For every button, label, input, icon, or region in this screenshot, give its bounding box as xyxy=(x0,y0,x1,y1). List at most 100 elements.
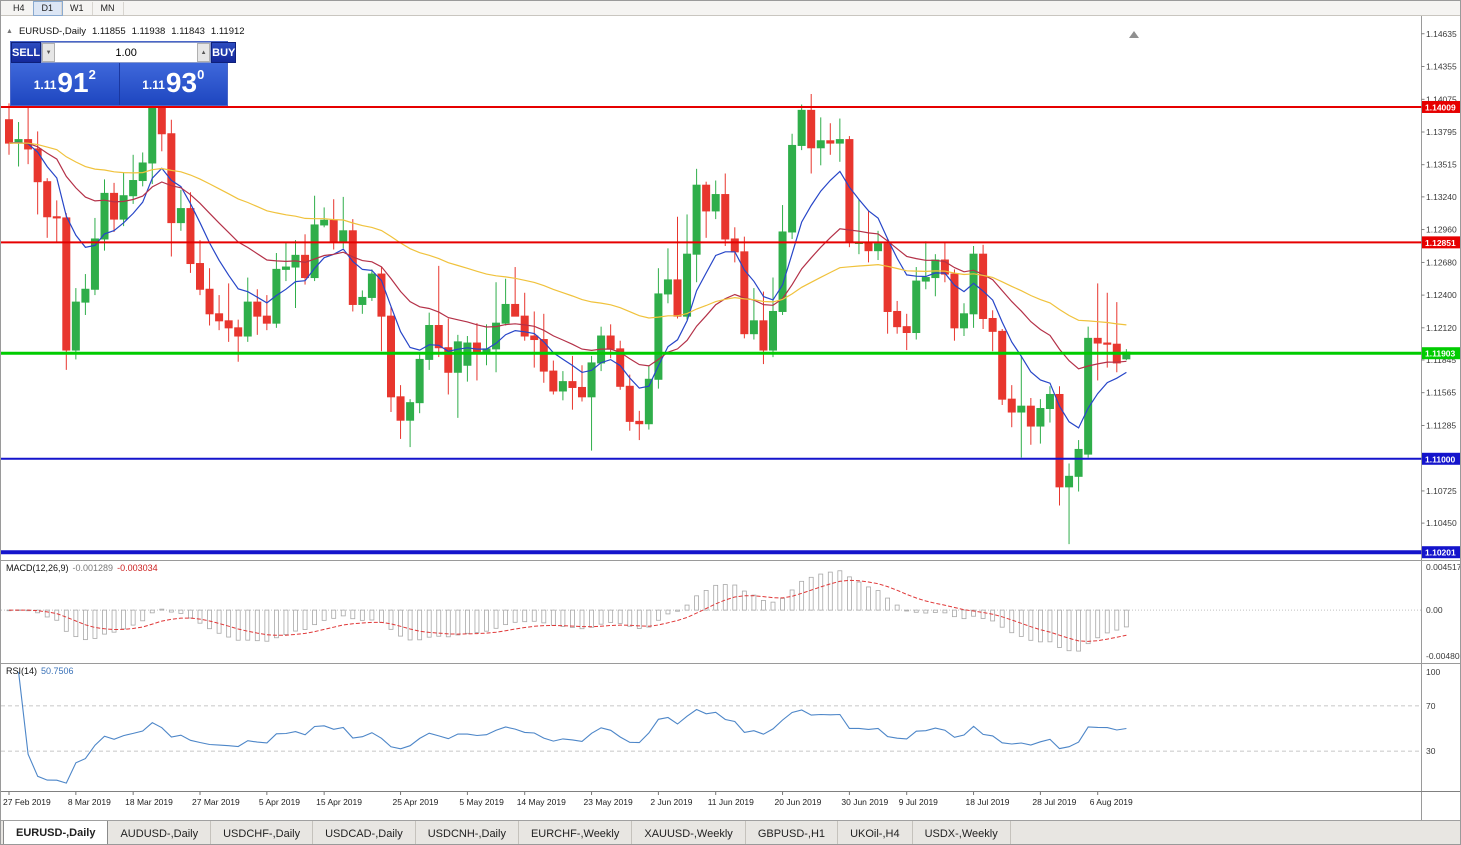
date-label: 9 Jul 2019 xyxy=(899,797,938,807)
bear-candle xyxy=(549,370,558,392)
macd-histogram-bar xyxy=(885,597,890,611)
macd-histogram-bar xyxy=(656,609,661,621)
price-tag-label: 1.11000 xyxy=(1425,454,1456,464)
macd-histogram-bar xyxy=(359,609,365,621)
sell-button[interactable]: SELL xyxy=(11,42,42,63)
sell-price-prefix: 1.11 xyxy=(33,78,57,92)
bear-candle xyxy=(348,230,357,305)
bear-candle xyxy=(625,385,634,422)
macd-histogram-bar xyxy=(312,609,318,626)
volume-input[interactable] xyxy=(55,43,198,62)
chart-tab-xauusd-weekly[interactable]: XAUUSD-,Weekly xyxy=(632,821,746,844)
macd-histogram-bar xyxy=(780,598,785,611)
bull-candle xyxy=(1045,393,1054,410)
price-axis-label: 1.11285 xyxy=(1426,420,1456,430)
macd-histogram-bar xyxy=(398,609,403,637)
price-axis-label: 1.14075 xyxy=(1426,94,1457,104)
bear-candle xyxy=(578,386,586,398)
chart-shift-icon[interactable] xyxy=(1129,31,1139,38)
bear-candle xyxy=(186,208,195,265)
bull-candle xyxy=(492,322,501,350)
macd-histogram-bar xyxy=(847,576,852,611)
bull-candle xyxy=(663,279,672,295)
chart-tab-eurusd-daily[interactable]: EURUSD-,Daily xyxy=(3,821,109,844)
macd-histogram-bar xyxy=(264,609,270,642)
price-axis-label: 1.11845 xyxy=(1426,355,1456,365)
chart-ohlc-title: ▲ EURUSD-,Daily 1.11855 1.11938 1.11843 … xyxy=(6,26,245,37)
price-tag xyxy=(1422,546,1460,559)
bear-candle xyxy=(902,326,911,334)
date-label: 15 Apr 2019 xyxy=(316,797,362,807)
macd-histogram-bar xyxy=(627,609,633,627)
chart-tab-gbpusd-h1[interactable]: GBPUSD-,H1 xyxy=(746,821,839,844)
macd-histogram-bar xyxy=(1114,609,1120,631)
macd-histogram-bar xyxy=(636,609,642,629)
macd-histogram-bar xyxy=(713,584,719,611)
bull-candle xyxy=(90,238,99,290)
macd-histogram-bar xyxy=(1123,609,1129,628)
macd-histogram-bar xyxy=(321,609,327,621)
macd-histogram-bar xyxy=(149,609,155,614)
time-axis[interactable]: 27 Feb 2019 8 Mar 2019 18 Mar 2019 27 Mar 2… xyxy=(1,791,1460,820)
bull-candle xyxy=(644,378,653,425)
collapse-trade-panel-icon[interactable]: ▲ xyxy=(6,28,13,35)
timeframe-button-d1[interactable]: D1 xyxy=(32,1,64,16)
macd-histogram-bar xyxy=(503,609,509,626)
macd-histogram-bar xyxy=(990,609,996,622)
rsi-label: RSI(14) 50.7506 xyxy=(6,666,78,676)
bull-candle xyxy=(272,268,281,324)
buy-price-display[interactable]: 1.11930 xyxy=(120,63,228,105)
macd-axis-label: 0.00 xyxy=(1426,605,1443,615)
date-label: 18 Jul 2019 xyxy=(966,797,1010,807)
date-label: 5 May 2019 xyxy=(459,797,504,807)
bull-candle xyxy=(406,402,415,421)
macd-histogram-bar xyxy=(923,609,929,614)
bull-candle xyxy=(81,288,90,303)
date-label: 27 Mar 2019 xyxy=(192,797,240,807)
rsi-name: RSI(14) xyxy=(6,666,38,676)
date-label: 11 Jun 2019 xyxy=(708,797,754,807)
price-chart-canvas[interactable]: 1.14635 1.14355 1.14075 1.13795 1.13515 1.132… xyxy=(1,16,1461,560)
timeframe-button-w1[interactable]: W1 xyxy=(62,1,93,15)
price-tag xyxy=(1422,236,1460,249)
bear-candle xyxy=(702,184,711,212)
chart-tab-usdx-weekly[interactable]: USDX-,Weekly xyxy=(913,821,1011,844)
chart-tab-ukoil-h4[interactable]: UKOil-,H4 xyxy=(838,821,913,844)
price-tag-label: 1.12851 xyxy=(1425,238,1456,248)
bear-candle xyxy=(434,324,443,349)
sell-price-display[interactable]: 1.11912 xyxy=(11,63,120,105)
macd-histogram-bar xyxy=(856,581,862,611)
macd-histogram-bar xyxy=(111,609,117,633)
chart-tab-usdcad-daily[interactable]: USDCAD-,Daily xyxy=(313,821,416,844)
macd-histogram-bar xyxy=(541,609,547,624)
timeframe-button-h4[interactable]: H4 xyxy=(5,1,34,15)
bull-candle xyxy=(501,303,510,324)
chart-tab-eurchf-weekly[interactable]: EURCHF-,Weekly xyxy=(519,821,633,844)
buy-button[interactable]: BUY xyxy=(211,42,237,63)
chart-tab-audusd-daily[interactable]: AUDUSD-,Daily xyxy=(108,821,212,844)
bull-candle xyxy=(587,362,596,398)
bear-candle xyxy=(759,320,768,351)
timeframe-button-mn[interactable]: MN xyxy=(93,1,124,15)
macd-histogram-bar xyxy=(54,609,60,621)
macd-histogram-bar xyxy=(570,609,575,628)
bear-candle xyxy=(444,347,453,373)
bear-candle xyxy=(33,148,42,183)
moving-average-line xyxy=(8,142,1127,326)
bear-candle xyxy=(1055,393,1064,488)
bull-candle xyxy=(912,280,921,334)
macd-histogram-bar xyxy=(722,584,728,611)
macd-histogram-bar xyxy=(980,609,986,619)
bear-candle xyxy=(950,273,959,329)
date-label: 20 Jun 2019 xyxy=(775,797,822,807)
macd-histogram-bar xyxy=(1038,609,1043,643)
volume-increase-button[interactable]: ▲ xyxy=(197,43,211,62)
chart-tab-usdchf-daily[interactable]: USDCHF-,Daily xyxy=(211,821,314,844)
chart-tab-usdcnh-daily[interactable]: USDCNH-,Daily xyxy=(416,821,519,844)
bear-candle xyxy=(1026,405,1035,427)
macd-histogram-bar xyxy=(484,609,489,632)
macd-histogram-bar xyxy=(512,609,518,623)
macd-histogram-bar xyxy=(445,609,451,638)
macd-histogram-bar xyxy=(522,609,528,623)
volume-decrease-button[interactable]: ▼ xyxy=(42,43,56,62)
